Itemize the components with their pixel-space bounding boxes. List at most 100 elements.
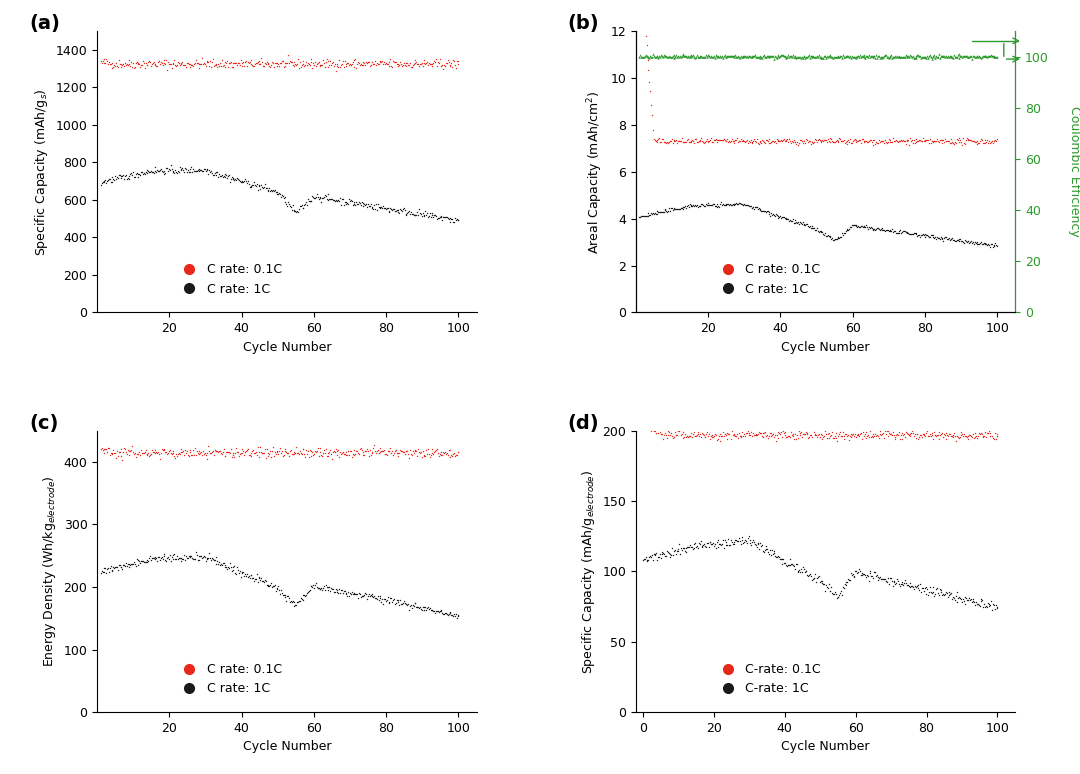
Point <box>882 135 900 148</box>
Point <box>907 431 924 444</box>
Point <box>434 63 451 75</box>
Point <box>180 166 198 178</box>
Point <box>671 135 688 147</box>
Point <box>971 50 988 63</box>
Point <box>322 55 339 67</box>
Point <box>765 428 782 440</box>
Point <box>653 206 671 218</box>
Point <box>181 550 199 563</box>
Point <box>802 219 820 231</box>
Point <box>176 444 193 456</box>
Point <box>893 135 910 147</box>
Point <box>711 133 728 146</box>
Point <box>343 57 361 70</box>
Point <box>447 449 464 461</box>
Point <box>745 201 762 214</box>
Point <box>815 430 833 442</box>
Point <box>235 449 253 461</box>
Point <box>283 57 300 69</box>
Point <box>956 137 973 149</box>
Point <box>836 136 853 149</box>
Point <box>801 567 819 580</box>
Point <box>376 56 393 68</box>
Point <box>847 52 864 64</box>
Point <box>922 586 940 598</box>
Point <box>864 572 881 584</box>
Point <box>855 136 873 149</box>
Point <box>822 430 839 442</box>
Point <box>864 50 881 63</box>
Point <box>235 175 253 187</box>
Point <box>906 227 923 239</box>
Point <box>941 50 958 63</box>
Point <box>327 65 345 77</box>
Point <box>826 135 843 148</box>
Point <box>168 166 186 179</box>
Point <box>683 540 700 553</box>
Point <box>777 52 794 64</box>
Point <box>774 553 792 565</box>
Point <box>703 50 720 63</box>
Point <box>337 587 354 599</box>
Point <box>286 58 303 70</box>
Point <box>919 430 936 442</box>
Point <box>872 224 889 237</box>
Point <box>190 58 207 70</box>
Point <box>765 545 782 557</box>
Point <box>445 447 462 459</box>
Point <box>814 578 832 591</box>
Point <box>861 49 878 61</box>
Point <box>972 593 989 605</box>
Point <box>984 430 1001 443</box>
Point <box>795 219 812 231</box>
Point <box>847 428 864 440</box>
Point <box>875 573 892 585</box>
Point <box>634 51 651 63</box>
Point <box>357 445 375 457</box>
Point <box>307 192 324 204</box>
Point <box>855 430 873 442</box>
Point <box>365 57 382 70</box>
Point <box>427 445 444 457</box>
Point <box>326 58 343 70</box>
Point <box>255 576 272 588</box>
Point <box>113 563 131 575</box>
Point <box>260 578 278 591</box>
Point <box>300 57 318 70</box>
Point <box>779 559 796 571</box>
Point <box>164 58 181 70</box>
Point <box>739 532 756 544</box>
Point <box>806 427 823 440</box>
Point <box>418 604 435 616</box>
Point <box>674 136 691 149</box>
Point <box>669 203 686 215</box>
Point <box>729 51 746 63</box>
Point <box>292 591 309 604</box>
Point <box>148 60 165 73</box>
Point <box>835 227 852 239</box>
Point <box>903 228 920 240</box>
Point <box>771 50 788 62</box>
Point <box>281 596 298 608</box>
Point <box>781 214 798 227</box>
Point <box>255 181 272 194</box>
Point <box>891 227 908 239</box>
Point <box>966 238 983 250</box>
Point <box>107 173 124 185</box>
Point <box>392 58 409 70</box>
Point <box>949 595 967 608</box>
Point <box>921 49 939 61</box>
Point <box>900 427 917 440</box>
Point <box>851 134 868 146</box>
Point <box>328 444 346 457</box>
Point <box>829 231 847 244</box>
Point <box>723 135 740 147</box>
Point <box>440 53 457 66</box>
Point <box>330 583 348 595</box>
Point <box>881 427 899 440</box>
Point <box>345 56 362 68</box>
Point <box>138 164 156 176</box>
Point <box>779 430 796 443</box>
Point <box>982 241 999 254</box>
Point <box>929 51 946 63</box>
